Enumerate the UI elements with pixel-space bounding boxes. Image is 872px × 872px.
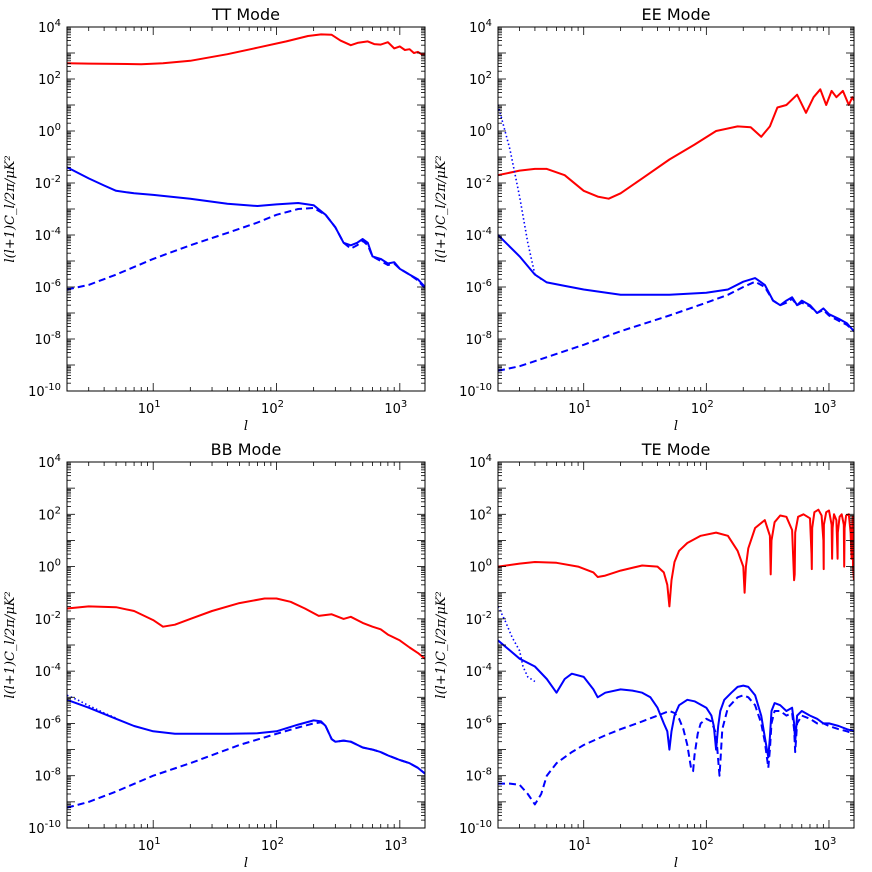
series-red-solid-line [67,33,425,66]
x-tick-label: 102 [691,836,714,854]
plot-frame [66,26,426,392]
chart-title: EE Mode [642,5,711,24]
y-tick-label: 10-4 [465,226,492,244]
series-red-solid-line [67,597,425,660]
plot-frame [66,461,426,829]
y-tick-label: 100 [38,122,61,140]
y-tick-label: 100 [38,558,61,576]
y-tick-label: 102 [38,505,61,523]
panel-te-mode: 101 102 103 104 102 100 10-2 10-4 10-6 10-8 10-10 T… [434,440,855,871]
series-red-solid-line [498,88,854,200]
chart-title: TT Mode [211,5,280,24]
y-tick-label: 10-8 [34,767,61,785]
y-tick-label: 104 [469,18,492,36]
y-tick-label: 10-6 [34,278,61,296]
y-axis-label: l(l+1)C_l/2π/μK² [434,155,449,262]
y-tick-label: 102 [469,70,492,88]
y-tick-label: 10-8 [465,330,492,348]
y-tick-label: 104 [38,453,61,471]
y-tick-label: 10-8 [34,330,61,348]
x-tick-label: 103 [814,399,837,417]
y-tick-label: 100 [469,122,492,140]
x-tick-label: 101 [568,836,591,854]
panel-bb-mode: 101 102 103 104 102 100 10-2 10-4 10-6 10-8 10-10 B… [3,440,426,871]
y-tick-label: 10-6 [465,278,492,296]
y-tick-label: 10-10 [459,382,492,400]
y-tick-label: 10-10 [28,382,61,400]
y-tick-label: 104 [469,453,492,471]
y-tick-label: 10-4 [34,662,61,680]
y-tick-label: 10-10 [459,819,492,837]
y-tick-label: 10-2 [465,174,492,192]
chart-title: BB Mode [211,440,282,459]
x-tick-label: 103 [384,399,407,417]
y-tick-label: 10-6 [465,714,492,732]
y-axis-label: l(l+1)C_l/2π/μK² [3,591,18,698]
series-red-solid-line [498,508,854,608]
x-axis-label: l [674,856,678,871]
x-tick-label: 101 [138,399,161,417]
y-tick-label: 10-8 [465,767,492,785]
plot-frame [497,461,855,829]
x-axis-label: l [674,419,678,434]
y-axis-label: l(l+1)C_l/2π/μK² [434,591,449,698]
y-tick-label: 10-2 [465,610,492,628]
panel-tt-mode: 101 102 103 104 102 100 10-2 10-4 10-6 10-8 10-10 T… [3,5,426,434]
x-tick-label: 103 [384,836,407,854]
y-tick-label: 10-10 [28,819,61,837]
series-blue-dashed-line [498,280,854,372]
plot-frame [497,26,855,392]
x-tick-label: 103 [814,836,837,854]
chart-title: TE Mode [641,440,711,459]
series-blue-dashed-line [67,206,425,291]
series-blue-solid-line [498,234,854,332]
y-tick-label: 100 [469,558,492,576]
series-blue-solid-line [67,698,425,775]
x-tick-label: 102 [691,399,714,417]
x-tick-label: 101 [568,399,591,417]
series-blue-dashed-line [498,694,854,806]
x-tick-label: 101 [138,836,161,854]
series-blue-dotted-line [67,694,117,719]
x-tick-label: 102 [261,399,284,417]
y-tick-label: 10-4 [34,226,61,244]
y-tick-label: 10-2 [34,174,61,192]
y-tick-label: 102 [38,70,61,88]
x-tick-label: 102 [261,836,284,854]
x-axis-label: l [244,856,248,871]
y-tick-label: 10-4 [465,662,492,680]
y-tick-label: 102 [469,505,492,523]
panel-ee-mode: 101 102 103 104 102 100 10-2 10-4 10-6 10-8 10-10 E… [434,5,855,434]
y-tick-label: 10-6 [34,714,61,732]
series-blue-dotted-line [498,606,536,683]
y-axis-label: l(l+1)C_l/2π/μK² [3,155,18,262]
x-axis-label: l [244,419,248,434]
series-blue-dashed-line [67,721,425,809]
y-tick-label: 104 [38,18,61,36]
series-blue-solid-line [498,639,854,759]
y-tick-label: 10-2 [34,610,61,628]
